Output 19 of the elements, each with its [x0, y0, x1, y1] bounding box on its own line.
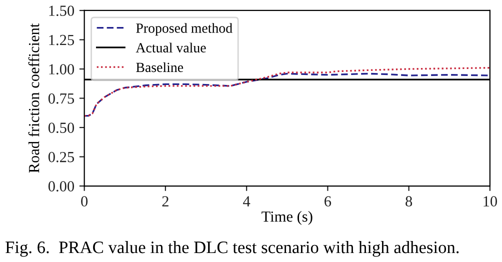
legend-label: Actual value: [136, 42, 206, 52]
x-tick-label: 6: [324, 196, 332, 206]
x-axis-title: Time (s): [262, 210, 312, 225]
legend-label: Proposed method: [136, 23, 232, 36]
caption: Fig. 6. PRAC value in the DLC test scenario with high adhesion.: [6, 241, 459, 257]
y-tick-label: 1.00: [49, 64, 74, 75]
y-tick-label: 1.25: [49, 34, 74, 46]
x-tick-label: 4: [243, 196, 250, 206]
x-tick-label: 0: [81, 196, 88, 206]
x-tick-label: 2: [162, 196, 168, 206]
y-tick-label: 0.50: [48, 122, 74, 134]
legend-label: Baseline: [136, 62, 184, 72]
y-tick-label: 0.25: [48, 152, 74, 162]
x-tick-label: 10: [484, 196, 498, 206]
y-tick-label: 0.75: [48, 93, 74, 104]
y-tick-label: 0.00: [48, 181, 74, 192]
y-tick-label: 1.50: [49, 6, 74, 16]
y-axis-title: Road friction coefficient: [28, 23, 40, 173]
x-tick-label: 8: [406, 196, 412, 206]
